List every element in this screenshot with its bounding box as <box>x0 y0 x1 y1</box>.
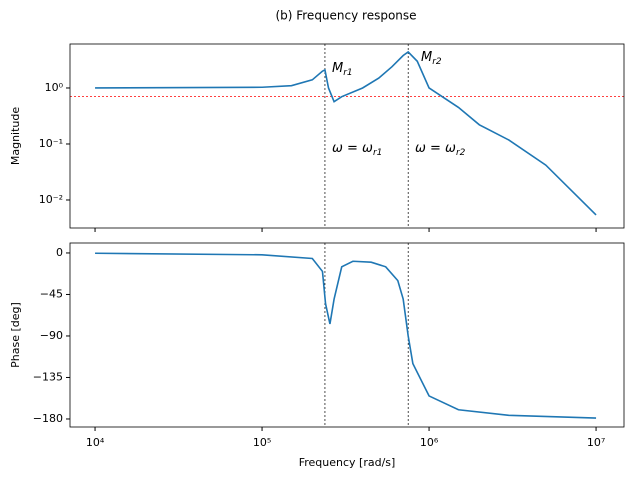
axes-frame <box>69 242 625 428</box>
y-tick-label: −180 <box>33 412 63 425</box>
y-tick-label: 10⁰ <box>45 81 64 94</box>
x-axis-label: Frequency [rad/s] <box>299 456 396 469</box>
curve <box>95 50 597 216</box>
annotation-text: ω = ω <box>415 141 456 156</box>
axes-frame <box>69 43 625 229</box>
x-tick-label: 10⁴ <box>86 436 105 449</box>
annotation: Mr2 <box>421 50 442 67</box>
annotation-text: M <box>421 50 432 65</box>
y-axis-label: Phase [deg] <box>9 302 22 368</box>
figure-title: (b) Frequency response <box>275 9 416 23</box>
annotation-subscript: r1 <box>343 68 352 78</box>
plot-area <box>95 50 597 216</box>
annotation-subscript: r1 <box>373 148 382 158</box>
y-axis-label: Magnitude <box>9 107 22 166</box>
x-tick-label: 10⁶ <box>420 436 439 449</box>
annotation: ω = ωr1 <box>332 141 382 158</box>
annotation: Mr1 <box>332 61 353 78</box>
plot-area <box>95 252 597 419</box>
y-tick-label: −90 <box>40 329 63 342</box>
annotation: ω = ωr2 <box>415 141 466 158</box>
x-tick-label: 10⁵ <box>253 436 271 449</box>
x-tick-label: 10⁷ <box>587 436 605 449</box>
y-tick-label: 10⁻¹ <box>39 137 63 150</box>
curve <box>95 252 597 419</box>
annotation-text: M <box>332 61 343 76</box>
annotation-text: ω = ω <box>332 141 373 156</box>
y-tick-label: 0 <box>56 246 63 259</box>
annotation-subscript: r2 <box>432 57 442 67</box>
y-tick-label: −45 <box>40 287 63 300</box>
y-tick-label: 10⁻² <box>39 193 63 206</box>
y-tick-label: −135 <box>33 370 63 383</box>
annotation-subscript: r2 <box>456 148 466 158</box>
